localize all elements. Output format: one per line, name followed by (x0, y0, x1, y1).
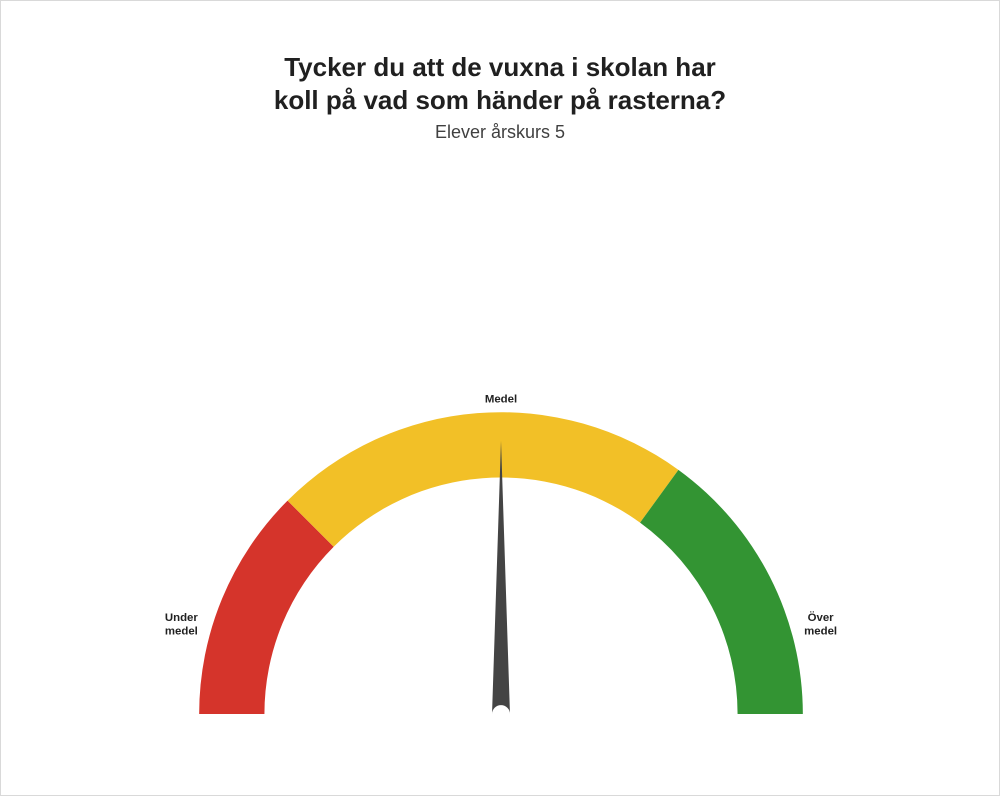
chart-frame: { "title_line1": "Tycker du att de vuxna… (0, 0, 1000, 796)
gauge-segment-1 (288, 412, 679, 547)
gauge-needle (492, 441, 510, 714)
gauge-label-left: Undermedel (165, 612, 199, 637)
gauge-segment-2 (640, 470, 803, 714)
gauge-label-top: Medel (485, 393, 517, 405)
gauge-label-right: Övermedel (804, 611, 837, 637)
gauge-svg: Medel Undermedel Övermedel (1, 143, 1000, 763)
chart-title-line2: koll på vad som händer på rasterna? (1, 84, 999, 117)
gauge-segment-0 (199, 501, 334, 714)
chart-title-line1: Tycker du att de vuxna i skolan har (1, 51, 999, 84)
gauge-chart: Medel Undermedel Övermedel (1, 143, 999, 763)
chart-subtitle: Elever årskurs 5 (1, 122, 999, 143)
